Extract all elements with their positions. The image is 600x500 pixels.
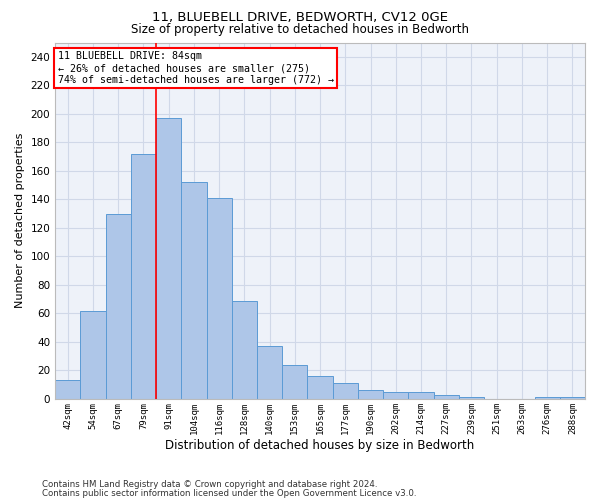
Bar xyxy=(131,154,156,399)
Text: Contains HM Land Registry data © Crown copyright and database right 2024.: Contains HM Land Registry data © Crown c… xyxy=(42,480,377,489)
Bar xyxy=(434,394,459,399)
Bar xyxy=(560,398,585,399)
Bar xyxy=(106,214,131,399)
Bar xyxy=(156,118,181,399)
Bar xyxy=(80,310,106,399)
Bar xyxy=(383,392,409,399)
Bar xyxy=(55,380,80,399)
Bar xyxy=(409,392,434,399)
Bar xyxy=(257,346,282,399)
Bar xyxy=(459,398,484,399)
Bar xyxy=(535,398,560,399)
Bar xyxy=(282,364,307,399)
Text: Size of property relative to detached houses in Bedworth: Size of property relative to detached ho… xyxy=(131,22,469,36)
X-axis label: Distribution of detached houses by size in Bedworth: Distribution of detached houses by size … xyxy=(166,440,475,452)
Bar xyxy=(332,383,358,399)
Text: 11 BLUEBELL DRIVE: 84sqm
← 26% of detached houses are smaller (275)
74% of semi-: 11 BLUEBELL DRIVE: 84sqm ← 26% of detach… xyxy=(58,52,334,84)
Bar xyxy=(181,182,206,399)
Bar xyxy=(307,376,332,399)
Y-axis label: Number of detached properties: Number of detached properties xyxy=(15,133,25,308)
Bar xyxy=(358,390,383,399)
Text: 11, BLUEBELL DRIVE, BEDWORTH, CV12 0GE: 11, BLUEBELL DRIVE, BEDWORTH, CV12 0GE xyxy=(152,12,448,24)
Bar xyxy=(232,300,257,399)
Text: Contains public sector information licensed under the Open Government Licence v3: Contains public sector information licen… xyxy=(42,489,416,498)
Bar xyxy=(206,198,232,399)
